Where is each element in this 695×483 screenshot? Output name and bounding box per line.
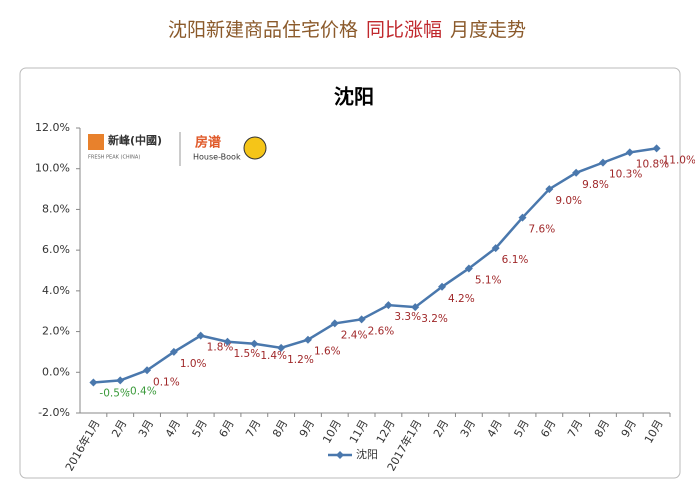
data-label: -0.5% (99, 387, 129, 399)
marker (438, 282, 447, 291)
logo-bee (243, 136, 267, 160)
marker (652, 144, 661, 153)
data-label: 10.3% (609, 169, 642, 181)
marker (143, 366, 152, 375)
marker (518, 213, 527, 222)
marker (169, 347, 178, 356)
data-label: 3.3% (394, 311, 421, 323)
marker (277, 343, 286, 352)
data-label: 9.8% (582, 179, 609, 191)
data-label: 11.0% (663, 154, 695, 166)
chart-frame (19, 67, 681, 479)
data-label: 1.0% (180, 358, 207, 370)
y-tick-label: -2.0% (38, 406, 70, 419)
line (93, 147, 657, 384)
y-tick-label: 10.0% (35, 162, 70, 175)
marker (250, 339, 259, 348)
data-label: 3.2% (421, 313, 448, 325)
data-label: 10.8% (636, 158, 669, 170)
marker (89, 378, 98, 387)
legend-label: 沈阳 (356, 447, 378, 461)
legend-marker (336, 451, 344, 459)
page-title: 沈阳新建商品住宅价格 同比涨幅 月度走势 (168, 19, 526, 41)
marker (464, 264, 473, 273)
y-tick-label: 8.0% (42, 202, 70, 215)
data-label: 2.6% (368, 325, 395, 337)
data-label: 5.1% (475, 274, 502, 286)
title-part: 同比涨幅 (366, 19, 442, 41)
marker (357, 315, 366, 324)
data-label: 1.5% (234, 348, 261, 360)
logo-text: FRESH PEAK (CHINA) (88, 155, 140, 161)
marker (572, 168, 581, 177)
title-part: 月度走势 (450, 19, 526, 41)
logo-text: 新峰(中國) (108, 133, 162, 147)
data-label: 1.4% (260, 350, 287, 362)
title-part: 沈阳新建商品住宅价格 (168, 19, 358, 41)
data-label: 2.4% (341, 329, 368, 341)
logo-text: House-Book (193, 153, 241, 162)
logo-text: 房谱 (195, 135, 221, 151)
logo: 新峰(中國) FRESH PEAK (CHINA) 房谱 House-Book (88, 132, 267, 166)
data-label: 7.6% (529, 224, 556, 236)
y-tick-label: 0.0% (42, 365, 70, 378)
y-tick-label: 2.0% (42, 325, 70, 338)
marker (384, 301, 393, 310)
marker (598, 158, 607, 167)
data-label: -0.4% (126, 385, 156, 397)
y-tick-label: 6.0% (42, 243, 70, 256)
data-label: 1.2% (287, 354, 314, 366)
marker (545, 185, 554, 194)
marker (116, 376, 125, 385)
marker (196, 331, 205, 340)
data-label: 4.2% (448, 293, 475, 305)
marker (303, 335, 312, 344)
y-tick-label: 4.0% (42, 284, 70, 297)
logo-icon (88, 134, 104, 150)
data-label: 9.0% (555, 195, 582, 207)
y-tick-label: 12.0% (35, 121, 70, 134)
marker (491, 244, 500, 253)
data-label: 0.1% (153, 376, 180, 388)
chart-title: 沈阳 (334, 85, 374, 109)
marker (330, 319, 339, 328)
marker (625, 148, 634, 157)
marker (223, 337, 232, 346)
data-label: 1.6% (314, 346, 341, 358)
data-label: 6.1% (502, 254, 529, 266)
marker (411, 303, 420, 312)
